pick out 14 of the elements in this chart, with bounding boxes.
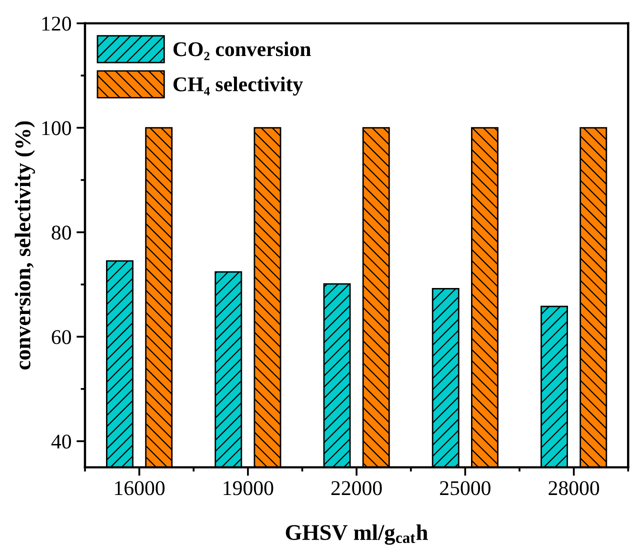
legend-label: CO₂ conversion [174,42,311,60]
y-tick-label: 100 [42,121,71,136]
y-tick-label: 120 [42,16,71,31]
y-tick-label: 60 [52,330,71,344]
y-axis-title: conversion, selectivity (%) [14,121,35,370]
x-tick-label: 28000 [548,481,600,496]
legend-label: CH₄ selectivity [174,76,303,96]
y-tick-label: 40 [51,434,71,449]
x-tick-label: 19000 [224,481,274,496]
x-axis-title: GHSV ml/g$_{cat}$h [286,524,428,545]
x-tick-label: 16000 [115,481,165,496]
x-tick-label: 22000 [331,481,382,496]
x-tick-label: 25000 [440,481,490,496]
y-tick-label: 80 [52,226,71,240]
